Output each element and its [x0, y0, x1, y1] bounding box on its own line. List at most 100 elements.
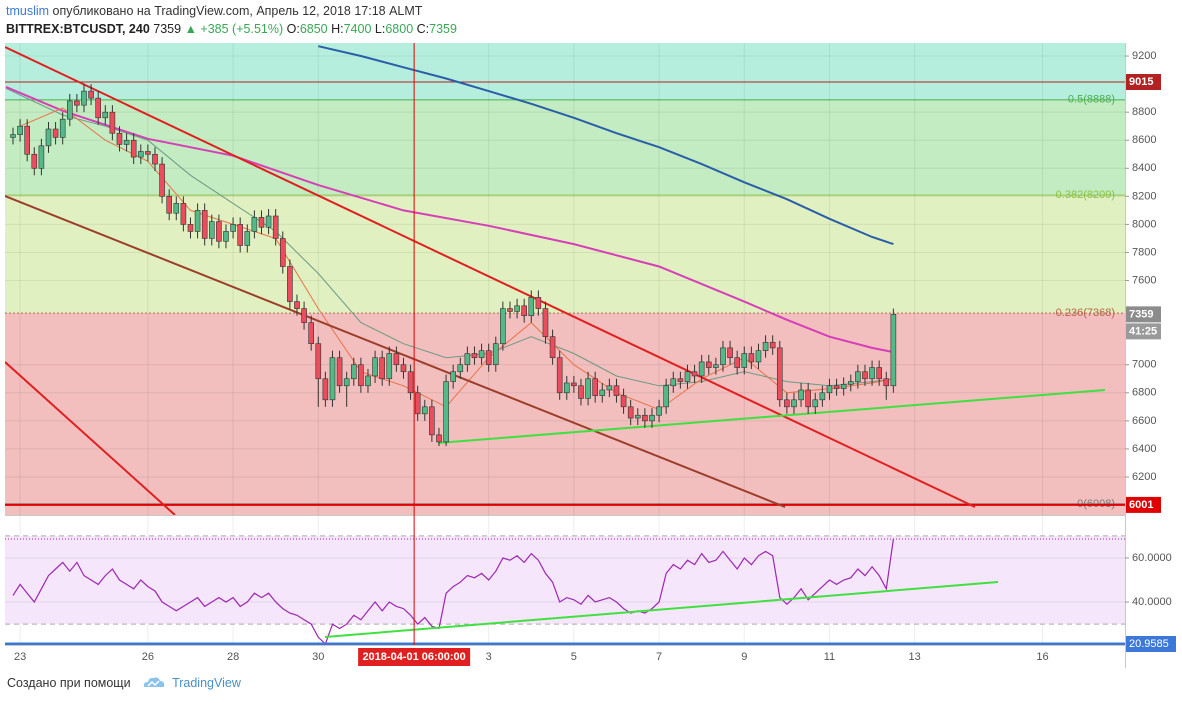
y-tick-label: 8200	[1132, 190, 1156, 202]
candle-body	[855, 371, 861, 382]
candle-body	[95, 97, 101, 119]
moving-average	[5, 85, 894, 354]
x-tick-label: 26	[142, 651, 154, 663]
y-tick-label: 9200	[1132, 50, 1156, 62]
candle-body	[116, 132, 123, 145]
candle-body	[393, 353, 400, 366]
brand[interactable]: TradingView	[172, 676, 241, 690]
rsi-band-fill	[5, 535, 1125, 625]
moving-average	[318, 45, 894, 246]
trend-line	[5, 195, 786, 508]
candle-body	[862, 371, 868, 380]
footer-text: Создано при помощи	[7, 676, 131, 690]
ohlc-value: 6850	[299, 22, 328, 36]
ohlc-value: 6800	[385, 22, 414, 36]
candle-body	[372, 357, 378, 377]
time-axis	[5, 645, 1125, 668]
candle-body	[109, 111, 116, 134]
x-tick-label: 23	[14, 651, 26, 663]
candle-body	[145, 151, 151, 155]
countdown-label: 41:25	[1129, 325, 1157, 337]
candle-body	[847, 381, 854, 385]
candle-body	[350, 364, 357, 380]
candle-body	[620, 395, 627, 408]
candle-body	[521, 305, 527, 316]
candle-body	[798, 389, 804, 401]
candle-body	[130, 139, 137, 158]
candle-body	[663, 385, 669, 408]
candle-body	[173, 203, 180, 214]
candle-body	[571, 382, 577, 387]
rsi-trend-line	[324, 581, 999, 638]
candle-body	[272, 215, 279, 239]
y-tick-label: 6800	[1132, 387, 1156, 399]
y-tick-label: 8000	[1132, 218, 1156, 230]
y-tick-label: 8600	[1132, 134, 1156, 146]
y-tick-label: 7000	[1132, 359, 1156, 371]
x-tick-label: 5	[571, 651, 577, 663]
candle-body	[443, 381, 449, 443]
candle-body	[769, 341, 776, 349]
price-box-label: 9015	[1129, 76, 1153, 88]
x-tick-label: 9	[741, 651, 747, 663]
candle-body	[450, 371, 456, 382]
logo	[143, 677, 165, 687]
crosshair-label: 2018-04-01 06:00:00	[362, 651, 465, 663]
user-link[interactable]: tmuslim	[6, 4, 50, 18]
candle-body	[230, 224, 236, 232]
candle-body	[606, 385, 613, 391]
candle-body	[152, 153, 158, 165]
candle-body	[294, 301, 300, 309]
x-tick-label: 3	[486, 651, 492, 663]
candle-body	[500, 308, 506, 344]
y-tick-label: 6600	[1132, 415, 1156, 427]
candle-body	[542, 308, 549, 337]
candle-body	[791, 399, 797, 408]
ohlc-key: O:	[286, 22, 300, 36]
candle-body	[556, 357, 563, 394]
candle-body	[748, 353, 755, 363]
candle-body	[634, 414, 641, 419]
candle-body	[216, 221, 222, 242]
candle-body	[755, 350, 762, 363]
rsi-line	[12, 538, 894, 645]
price-box	[1126, 496, 1161, 513]
candle-body	[322, 378, 329, 401]
candle-body	[727, 347, 733, 359]
candle-body	[265, 215, 272, 228]
candle-body	[365, 375, 371, 387]
x-tick-label: 13	[909, 651, 921, 663]
y-tick-label: 7800	[1132, 246, 1156, 258]
rsi-tick-label: 40.0000	[1132, 596, 1172, 608]
candle-body	[436, 434, 442, 443]
candle-body	[52, 128, 59, 138]
candle-body	[429, 406, 435, 436]
candle-body	[471, 353, 478, 359]
fib-label: 0.5(8888)	[1068, 94, 1115, 106]
candle-body	[684, 371, 691, 382]
candle-body	[833, 385, 840, 389]
candle-body	[358, 364, 364, 387]
candle-body	[485, 350, 492, 366]
candle-body	[613, 385, 620, 396]
ohlc-key: H:	[331, 22, 344, 36]
candle-body	[656, 406, 662, 416]
candle-body	[514, 305, 520, 312]
candle-body	[258, 217, 265, 228]
candle-body	[578, 385, 584, 399]
rsi-marker-label: 20.9585	[1129, 638, 1169, 650]
x-tick-label: 28	[227, 651, 239, 663]
publish-line: tmuslim опубликовано на TradingView.com,…	[6, 4, 422, 18]
publish-info: опубликовано на TradingView.com, Апрель …	[52, 4, 423, 18]
symbol-line: BITTREX:BTCUSDT, 240 7359 ▲ +385 (+5.51%…	[6, 22, 457, 36]
candle-body	[201, 210, 208, 239]
candle-body	[670, 378, 677, 387]
candle-body	[187, 224, 194, 232]
candle-body	[208, 221, 215, 239]
candle-body	[720, 347, 726, 366]
candle-body	[38, 145, 45, 169]
last-price-label: 7359	[1129, 308, 1153, 320]
candle-body	[237, 224, 243, 246]
candle-body	[166, 196, 172, 214]
